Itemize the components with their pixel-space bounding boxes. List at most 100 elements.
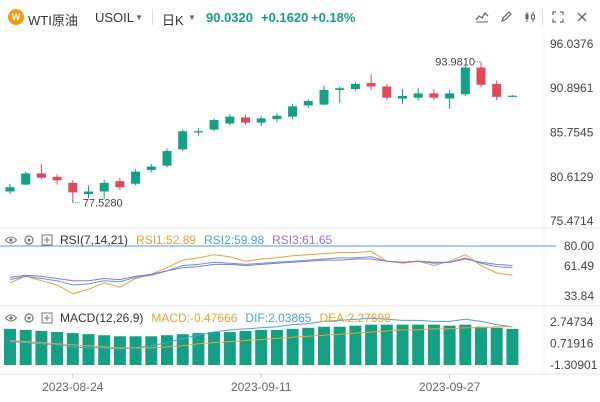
- macd-histogram-bar: [459, 324, 472, 365]
- macd-histogram-bar: [129, 336, 142, 365]
- macd-histogram-bar: [506, 328, 519, 365]
- candle-body: [99, 182, 109, 192]
- macd-name: MACD(12,26,9): [60, 311, 144, 325]
- low-price-label: 77.5280: [83, 198, 123, 210]
- last-price: 90.0320: [206, 10, 253, 25]
- rsi-legend: RSI(7,14,21) RSI1:52.89 RSI2:59.98 RSI3:…: [0, 231, 332, 249]
- macd-histogram-bar: [113, 336, 126, 365]
- x-axis-label: 2023-08-24: [42, 380, 104, 394]
- candle-body: [225, 116, 235, 124]
- symbol-code[interactable]: USOIL: [95, 10, 135, 25]
- candle-body: [68, 182, 78, 193]
- add-indicator-icon[interactable]: [40, 233, 54, 247]
- settings-gear-icon[interactable]: [22, 233, 36, 247]
- macd-histogram-bar: [302, 327, 315, 365]
- high-price-label: 93.9810: [435, 57, 475, 69]
- macd-histogram-bar: [82, 334, 95, 365]
- macd-histogram-bar: [490, 327, 503, 365]
- candle-body: [131, 171, 141, 184]
- macd-histogram-bar: [192, 333, 205, 365]
- wti-logo-icon: W: [8, 9, 24, 25]
- macd-histogram-bar: [4, 328, 16, 365]
- macd-axis-tick: -1.30901: [550, 358, 598, 372]
- settings-gear-icon[interactable]: [22, 311, 36, 325]
- candle-body: [162, 151, 172, 166]
- rsi-name: RSI(7,14,21): [60, 233, 129, 247]
- price-axis-tick: 80.6129: [550, 170, 594, 184]
- rsi2-value: RSI2:59.98: [204, 233, 265, 247]
- candle-body: [84, 191, 93, 195]
- period-dropdown-chevron-icon[interactable]: ▼: [188, 13, 196, 22]
- close-icon[interactable]: [572, 7, 592, 27]
- candle-body: [193, 131, 203, 133]
- price-change: +0.1620: [261, 10, 309, 25]
- candle-body: [52, 176, 62, 181]
- rsi-axis-tick: 80.00: [564, 239, 594, 253]
- candle-body: [5, 187, 15, 192]
- price-axis-tick: 90.8961: [550, 81, 594, 95]
- candle-body: [319, 89, 329, 105]
- candle-body: [303, 101, 313, 106]
- rsi2-line: [9, 256, 513, 286]
- macd-histogram-bar: [349, 325, 362, 365]
- macd-histogram-bar: [365, 324, 378, 365]
- dif-value: DIF:2.03865: [245, 311, 312, 325]
- candle-body: [429, 93, 439, 98]
- period-selector[interactable]: 日K: [162, 13, 184, 28]
- macd-histogram-bar: [412, 324, 425, 365]
- add-indicator-icon[interactable]: [40, 311, 54, 325]
- rsi3-line: [9, 258, 513, 282]
- symbol-dropdown-chevron-icon[interactable]: ▼: [135, 13, 143, 22]
- macd-legend: MACD(12,26,9) MACD:-0.47666 DIF:2.03865 …: [0, 309, 391, 327]
- macd-histogram-bar: [427, 324, 440, 365]
- line-style-icon[interactable]: [472, 7, 492, 27]
- candlestick-chart[interactable]: 96.0376 90.8961 85.7545 80.6129 75.4714 93.98…: [0, 34, 600, 402]
- rsi1-line: [9, 250, 513, 295]
- x-axis-label: 2023-09-11: [231, 380, 292, 394]
- eye-icon[interactable]: [4, 311, 18, 325]
- macd-histogram-bar: [255, 329, 268, 365]
- price-axis-tick: 96.0376: [550, 37, 594, 51]
- fullscreen-icon[interactable]: [548, 7, 568, 27]
- macd-histogram-bar: [270, 329, 283, 365]
- chart-header: W WTI原油 USOIL ▼ 日K ▼ 90.0320 +0.1620 +0.…: [0, 0, 600, 34]
- macd-axis-tick: 0.71916: [550, 337, 594, 351]
- macd-histogram-bar: [475, 326, 487, 365]
- candle-body: [382, 86, 392, 98]
- macd-value: MACD:-0.47666: [151, 311, 238, 325]
- rsi3-value: RSI3:61.65: [272, 233, 333, 247]
- candle-body: [398, 95, 407, 99]
- macd-histogram-bar: [66, 333, 79, 365]
- candle-body: [146, 166, 156, 170]
- candle-body: [492, 83, 502, 97]
- rsi-axis-tick: 61.49: [564, 259, 594, 273]
- candle-body: [36, 173, 46, 178]
- rsi-axis-tick: 33.84: [564, 289, 594, 303]
- macd-histogram-bar: [145, 336, 158, 365]
- candle-body: [288, 106, 298, 117]
- macd-histogram-bar: [223, 332, 236, 365]
- symbol-name[interactable]: WTI原油: [28, 13, 78, 28]
- price-change-pct: +0.18%: [311, 10, 356, 25]
- eye-icon[interactable]: [4, 233, 18, 247]
- candle-body: [445, 93, 455, 99]
- macd-histogram-bar: [98, 335, 111, 365]
- candle-body: [115, 181, 125, 188]
- macd-histogram-bar: [443, 325, 456, 365]
- price-axis-tick: 75.4714: [550, 214, 594, 228]
- draw-icon[interactable]: [496, 7, 516, 27]
- divider: [542, 9, 543, 25]
- candle-body: [413, 93, 423, 98]
- macd-histogram-bar: [286, 328, 299, 365]
- dea-line: [9, 326, 513, 349]
- macd-histogram-bar: [239, 330, 252, 365]
- candle-style-icon[interactable]: [520, 7, 540, 27]
- macd-histogram-bar: [19, 329, 32, 365]
- macd-histogram-bar: [380, 324, 393, 365]
- macd-histogram-bar: [396, 324, 409, 365]
- rsi1-value: RSI1:52.89: [136, 233, 197, 247]
- candle-body: [507, 95, 517, 97]
- x-axis-label: 2023-09-27: [419, 380, 481, 394]
- macd-histogram-bar: [318, 326, 330, 365]
- macd-histogram-bar: [35, 330, 48, 365]
